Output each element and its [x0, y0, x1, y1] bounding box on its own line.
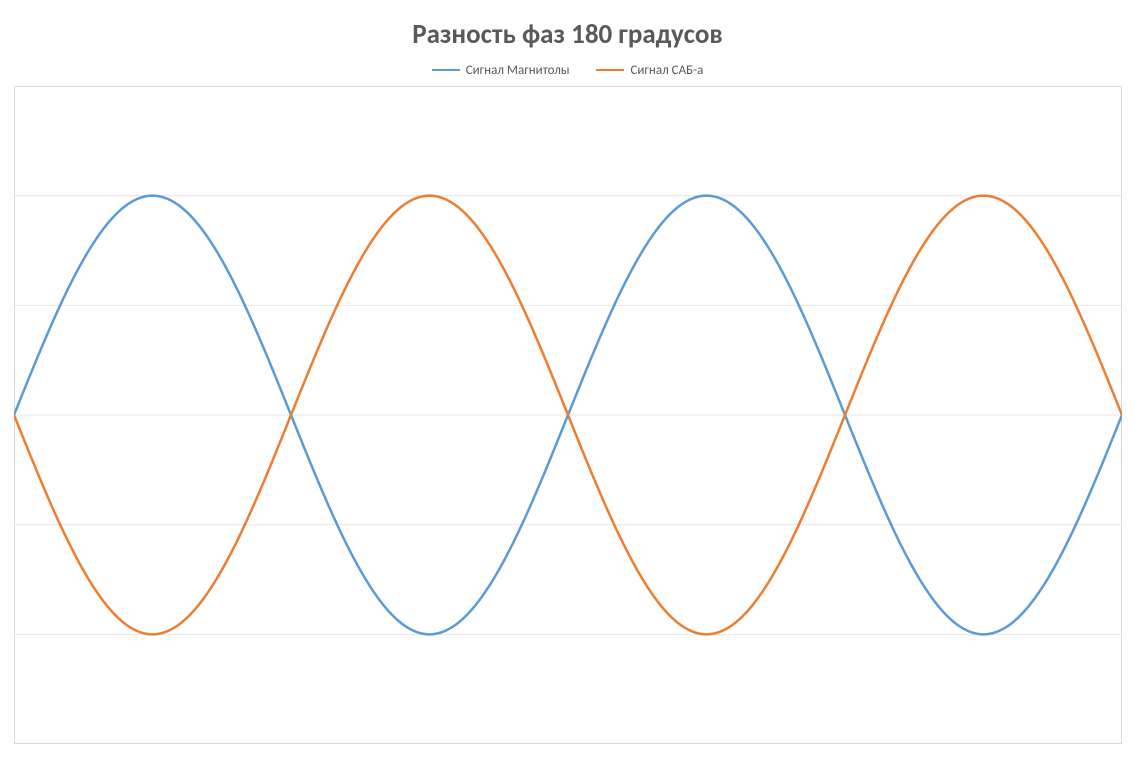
legend-item-2: Сигнал САБ-а: [596, 63, 703, 78]
chart-title: Разность фаз 180 градусов: [0, 18, 1135, 51]
plot-svg: [14, 86, 1122, 744]
legend-item-1: Сигнал Магнитолы: [432, 63, 570, 78]
legend-label-1: Сигнал Магнитолы: [466, 63, 570, 78]
chart-container: Разность фаз 180 градусов Сигнал Магнито…: [0, 0, 1135, 757]
chart-legend: Сигнал Магнитолы Сигнал САБ-а: [0, 60, 1135, 78]
plot-area: [14, 86, 1122, 744]
legend-swatch-1: [432, 69, 460, 71]
legend-swatch-2: [596, 69, 624, 71]
legend-label-2: Сигнал САБ-а: [630, 63, 703, 78]
